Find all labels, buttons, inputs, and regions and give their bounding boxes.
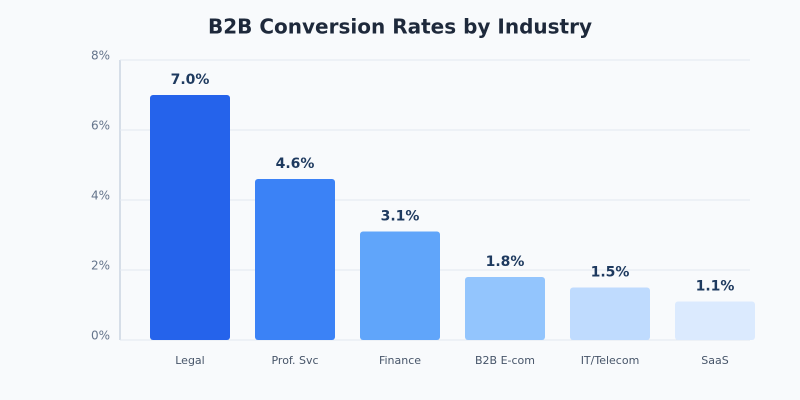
y-tick-label: 0% <box>91 329 110 343</box>
y-tick-label: 2% <box>91 259 110 273</box>
y-tick-label: 4% <box>91 189 110 203</box>
bar <box>150 95 230 340</box>
value-label: 1.1% <box>696 279 735 295</box>
bar <box>360 231 440 340</box>
bar <box>570 287 650 340</box>
x-tick-label: Finance <box>379 354 421 367</box>
x-tick-label: Legal <box>175 354 204 367</box>
bar <box>255 179 335 340</box>
x-tick-label: SaaS <box>701 354 728 367</box>
value-label: 1.5% <box>591 265 630 281</box>
chart-title: B2B Conversion Rates by Industry <box>208 15 592 39</box>
x-tick-label: IT/Telecom <box>581 354 640 367</box>
y-tick-label: 6% <box>91 119 110 133</box>
bar <box>675 301 755 340</box>
value-label: 4.6% <box>276 156 315 172</box>
y-tick-label: 8% <box>91 49 110 63</box>
value-label: 1.8% <box>486 254 525 270</box>
bar <box>465 277 545 340</box>
x-tick-label: B2B E-com <box>475 354 535 367</box>
x-tick-label: Prof. Svc <box>271 354 318 367</box>
value-label: 3.1% <box>381 209 420 225</box>
value-label: 7.0% <box>171 72 210 88</box>
